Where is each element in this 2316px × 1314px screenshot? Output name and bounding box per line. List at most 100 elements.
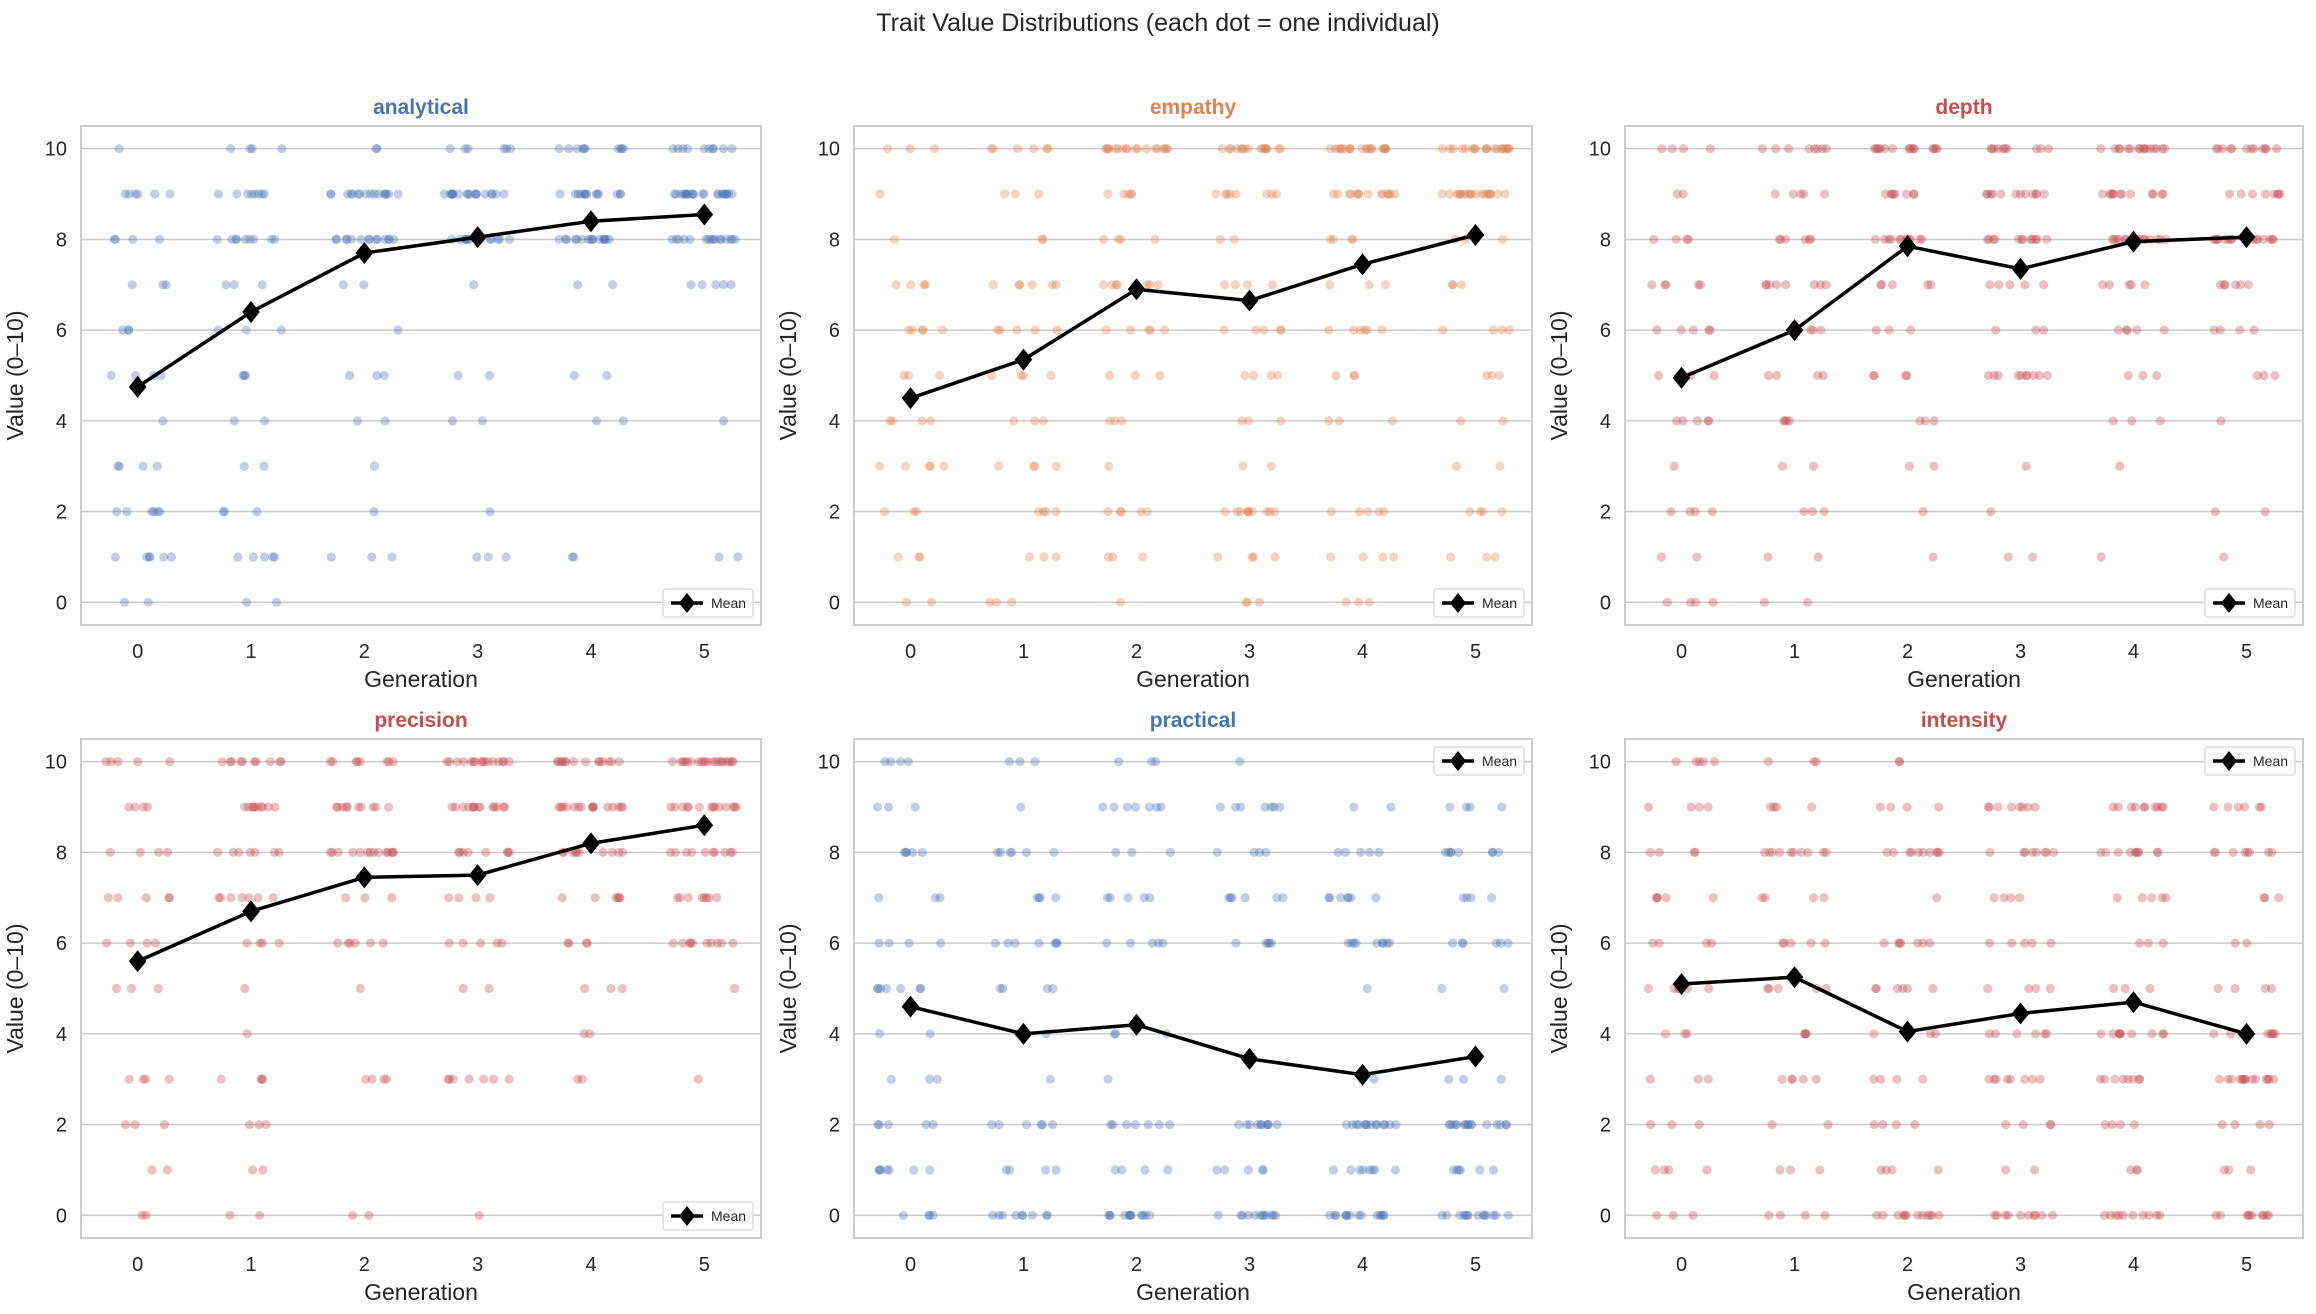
- individual-dot: [1986, 144, 1997, 154]
- individual-dot: [2223, 802, 2233, 812]
- x-tick-label: 3: [472, 641, 483, 663]
- individual-dot: [212, 847, 223, 858]
- mean-marker: [1466, 1045, 1485, 1068]
- individual-dot: [2017, 802, 2028, 812]
- individual-dot: [1262, 144, 1272, 154]
- individual-dot: [680, 757, 690, 767]
- individual-dot: [998, 983, 1008, 994]
- individual-dot: [1999, 893, 2009, 903]
- individual-dot: [159, 552, 169, 562]
- individual-dot: [1770, 189, 1780, 199]
- individual-dot: [1813, 552, 1823, 562]
- individual-dot: [387, 552, 397, 562]
- individual-dot: [1363, 506, 1373, 517]
- individual-dot: [679, 189, 689, 199]
- individual-dot: [216, 893, 226, 903]
- individual-dot: [2209, 802, 2219, 812]
- individual-dot: [1703, 802, 1713, 812]
- individual-dot: [504, 757, 514, 767]
- individual-dot: [1160, 325, 1170, 335]
- mean-marker: [1240, 1047, 1259, 1070]
- individual-dot: [884, 938, 894, 948]
- individual-dot: [606, 983, 616, 994]
- individual-dot: [577, 234, 587, 245]
- individual-dot: [1890, 189, 1900, 199]
- individual-dot: [1160, 144, 1170, 154]
- individual-dot: [2235, 280, 2246, 290]
- individual-dot: [1652, 325, 1662, 335]
- individual-dot: [1328, 189, 1339, 199]
- individual-dot: [1869, 144, 1880, 154]
- individual-dot: [682, 757, 692, 767]
- individual-dot: [1116, 234, 1126, 245]
- legend: Mean: [2204, 588, 2296, 618]
- mean-marker: [2237, 226, 2256, 249]
- individual-dot: [671, 234, 681, 245]
- individual-dot: [1154, 1119, 1164, 1130]
- individual-dot: [1333, 189, 1343, 199]
- individual-dot: [1147, 938, 1157, 948]
- individual-dot: [1379, 506, 1389, 517]
- individual-dot: [562, 802, 572, 812]
- individual-dot: [1343, 893, 1353, 903]
- individual-dot: [1041, 506, 1051, 517]
- x-tick-label: 2: [359, 641, 370, 663]
- individual-dot: [1334, 416, 1344, 426]
- individual-dot: [1007, 847, 1017, 858]
- individual-dot: [2268, 1029, 2278, 1039]
- individual-dot: [1984, 802, 1994, 812]
- individual-dot: [238, 370, 248, 381]
- individual-dot: [907, 325, 918, 335]
- x-tick-label: 4: [585, 641, 596, 663]
- mean-marker: [1785, 966, 1804, 989]
- individual-dot: [873, 1119, 883, 1130]
- individual-dot: [1645, 847, 1655, 858]
- individual-dot: [257, 280, 267, 290]
- individual-dot: [2032, 234, 2042, 245]
- individual-dot: [1647, 280, 1657, 290]
- individual-dot: [1259, 1210, 1269, 1220]
- individual-dot: [1470, 144, 1480, 154]
- individual-dot: [147, 1165, 157, 1175]
- individual-dot: [379, 370, 389, 381]
- individual-dot: [1869, 1029, 1879, 1039]
- individual-dot: [1496, 938, 1506, 948]
- individual-dot: [1932, 144, 1942, 154]
- individual-dot: [2001, 1165, 2011, 1175]
- individual-dot: [114, 144, 124, 154]
- individual-dot: [2028, 370, 2039, 381]
- individual-dot: [1982, 189, 1993, 199]
- individual-dot: [2016, 370, 2026, 381]
- y-tick-label: 10: [45, 752, 67, 774]
- individual-dot: [588, 234, 598, 245]
- individual-dot: [1103, 189, 1113, 199]
- individual-dot: [1345, 1210, 1355, 1220]
- individual-dot: [685, 234, 695, 245]
- individual-dot: [2122, 325, 2132, 335]
- y-tick-label: 2: [56, 1115, 67, 1137]
- individual-dot: [1103, 506, 1113, 517]
- individual-dot: [1809, 757, 1819, 767]
- individual-dot: [2257, 1210, 2267, 1220]
- individual-dot: [2135, 144, 2145, 154]
- individual-dot: [1498, 416, 1508, 426]
- y-tick-label: 4: [1600, 1024, 1611, 1046]
- individual-dot: [1915, 416, 1925, 426]
- individual-dot: [240, 370, 251, 381]
- individual-dot: [328, 757, 338, 767]
- x-tick-label: 1: [245, 1254, 256, 1276]
- individual-dot: [1349, 370, 1359, 381]
- individual-dot: [607, 847, 617, 858]
- individual-dot: [1989, 893, 1999, 903]
- individual-dot: [599, 234, 610, 245]
- individual-dot: [2145, 144, 2155, 154]
- individual-dot: [1356, 1210, 1366, 1220]
- individual-dot: [1255, 1210, 1266, 1220]
- individual-dot: [1932, 847, 1942, 858]
- individual-dot: [603, 802, 613, 812]
- individual-dot: [997, 1210, 1008, 1220]
- individual-dot: [252, 506, 262, 517]
- individual-dot: [1652, 1210, 1662, 1220]
- individual-dot: [505, 144, 516, 154]
